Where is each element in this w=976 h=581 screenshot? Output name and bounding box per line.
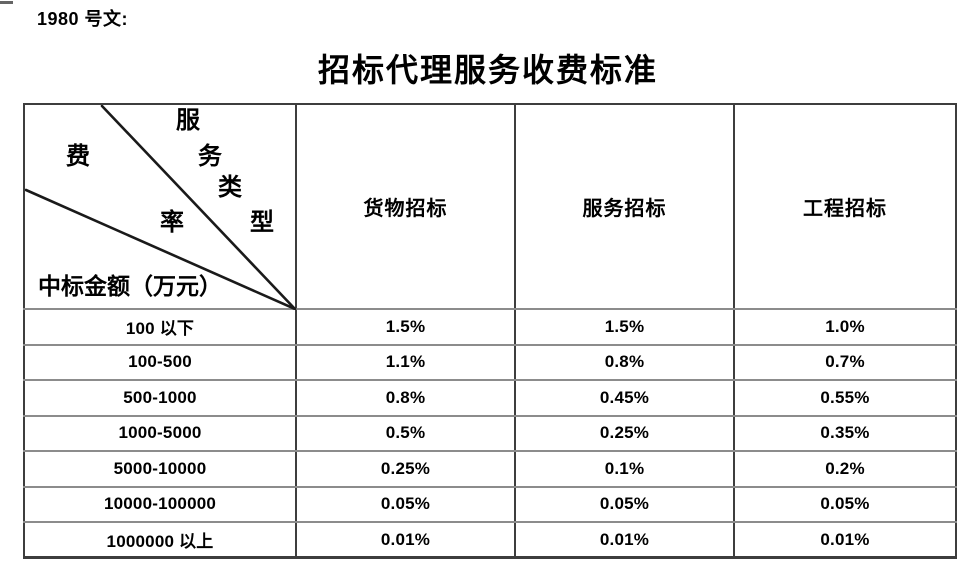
goods-rate-cell: 0.5% <box>295 414 516 452</box>
corner-header-cell: 费 率 服 务 类 型 中标金额（万元） <box>23 104 297 310</box>
service-rate-cell: 0.45% <box>514 379 735 417</box>
table-row: 10000-100000 0.05% 0.05% 0.05% <box>23 485 957 523</box>
corner-service-char-1: 服 <box>176 108 200 134</box>
goods-rate-cell: 1.1% <box>295 343 516 381</box>
goods-rate-cell: 0.8% <box>295 379 516 417</box>
table-row: 1000-5000 0.5% 0.25% 0.35% <box>23 414 957 452</box>
page-edge-artifact <box>0 1 13 4</box>
engineering-rate-cell: 0.55% <box>733 379 957 417</box>
service-rate-cell: 1.5% <box>514 308 735 346</box>
doc-reference-label: 1980 号文: <box>37 9 129 29</box>
amount-axis-label: 中标金额（万元） <box>38 274 222 299</box>
table-row: 500-1000 0.8% 0.45% 0.55% <box>23 379 957 417</box>
goods-rate-cell: 0.25% <box>295 450 516 488</box>
column-header-goods: 货物招标 <box>295 104 516 310</box>
page-title: 招标代理服务收费标准 <box>317 52 658 88</box>
table-row: 100 以下 1.5% 1.5% 1.0% <box>23 308 957 346</box>
amount-range-cell: 100 以下 <box>23 308 297 346</box>
amount-range-cell: 500-1000 <box>23 379 297 417</box>
goods-rate-cell: 1.5% <box>295 308 516 346</box>
engineering-rate-cell: 0.35% <box>733 414 957 452</box>
table-row: 5000-10000 0.25% 0.1% 0.2% <box>23 450 957 488</box>
diagonal-divider-lines <box>25 105 297 310</box>
column-header-engineering: 工程招标 <box>733 104 957 310</box>
corner-service-char-2: 务 <box>198 144 222 170</box>
amount-range-cell: 1000000 以上 <box>23 521 297 559</box>
fee-standard-table: 费 率 服 务 类 型 中标金额（万元） 货物招标 服务招标 工程招标 100 … <box>23 103 957 559</box>
amount-range-cell: 1000-5000 <box>23 414 297 452</box>
corner-service-char-4: 型 <box>250 210 274 236</box>
amount-range-cell: 10000-100000 <box>23 485 297 523</box>
service-rate-cell: 0.8% <box>514 343 735 381</box>
service-rate-cell: 0.1% <box>514 450 735 488</box>
engineering-rate-cell: 0.01% <box>733 521 957 559</box>
column-header-service: 服务招标 <box>514 104 735 310</box>
engineering-rate-cell: 0.7% <box>733 343 957 381</box>
table-row: 100-500 1.1% 0.8% 0.7% <box>23 343 957 381</box>
engineering-rate-cell: 0.05% <box>733 485 957 523</box>
corner-fee-char: 费 <box>66 144 90 170</box>
service-rate-cell: 0.05% <box>514 485 735 523</box>
corner-rate-char: 率 <box>160 210 184 236</box>
table-row: 1000000 以上 0.01% 0.01% 0.01% <box>23 521 957 559</box>
goods-rate-cell: 0.05% <box>295 485 516 523</box>
amount-range-cell: 5000-10000 <box>23 450 297 488</box>
service-rate-cell: 0.01% <box>514 521 735 559</box>
corner-service-char-3: 类 <box>218 175 242 201</box>
engineering-rate-cell: 0.2% <box>733 450 957 488</box>
service-rate-cell: 0.25% <box>514 414 735 452</box>
engineering-rate-cell: 1.0% <box>733 308 957 346</box>
table-header-row: 费 率 服 务 类 型 中标金额（万元） 货物招标 服务招标 工程招标 <box>23 104 957 310</box>
goods-rate-cell: 0.01% <box>295 521 516 559</box>
amount-range-cell: 100-500 <box>23 343 297 381</box>
